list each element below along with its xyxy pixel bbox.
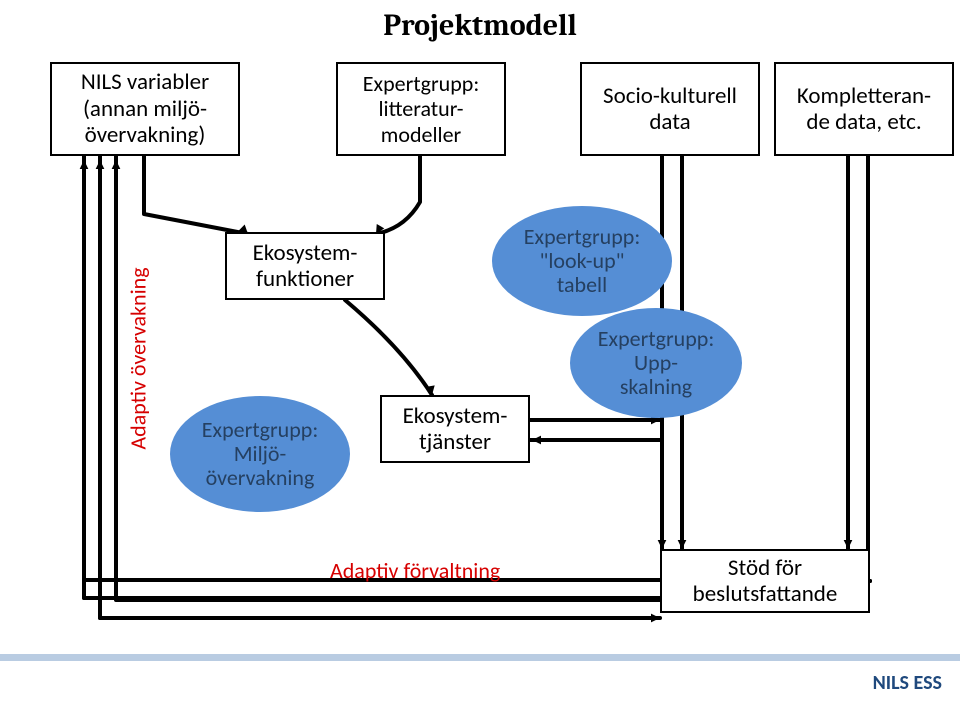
ellipse-lookup: Expertgrupp: "look-up" tabell <box>492 206 672 316</box>
box-nils: NILS variabler (annan miljö- övervakning… <box>50 62 240 156</box>
box-stod-l1: Stöd för <box>728 555 802 581</box>
ellipse-miljo-l1: Expertgrupp: <box>202 418 318 442</box>
ellipse-lookup-l1: Expertgrupp: <box>524 225 640 249</box>
ellipse-uppsk-l3: skalning <box>620 375 692 399</box>
box-nils-l1: NILS variabler <box>81 69 209 95</box>
box-ekofunk-l1: Ekosystem- <box>253 240 358 266</box>
page-title: Projektmodell <box>0 8 960 43</box>
adaptiv-forvaltning-text: Adaptiv förvaltning <box>330 557 500 584</box>
label-adaptiv-overvakning: Adaptiv övervakning <box>125 259 152 459</box>
footer-brand: NILS ESS <box>873 671 942 695</box>
box-nils-l3: övervakning) <box>85 122 206 148</box>
ellipse-miljo-l2: Miljö- <box>234 442 287 466</box>
box-stod-l2: beslutsfattande <box>693 581 838 607</box>
box-ekosystemtjanster: Ekosystem- tjänster <box>380 395 530 463</box>
box-kompl-l2: de data, etc. <box>806 109 921 135</box>
box-ekotjan-l1: Ekosystem- <box>403 403 508 429</box>
box-litt-l3: modeller <box>381 122 461 147</box>
box-socio-l2: data <box>649 109 690 135</box>
ellipse-miljo-l3: övervakning <box>206 466 315 490</box>
box-stod: Stöd för beslutsfattande <box>660 549 870 613</box>
box-ekotjan-l2: tjänster <box>419 429 491 455</box>
box-kompletterande: Kompletteran- de data, etc. <box>774 62 954 156</box>
box-ekofunk-l2: funktioner <box>256 266 354 292</box>
box-litt-l1: Expertgrupp: <box>363 71 479 96</box>
ellipse-uppsk-l1: Expertgrupp: <box>598 327 714 351</box>
box-socio-l1: Socio-kulturell <box>603 83 737 109</box>
ellipse-miljo: Expertgrupp: Miljö- övervakning <box>170 396 350 512</box>
box-socio: Socio-kulturell data <box>580 62 760 156</box>
ellipse-uppsk-l2: Upp- <box>634 351 678 375</box>
box-nils-l2: (annan miljö- <box>83 96 207 122</box>
footer-brand-text: NILS ESS <box>873 671 942 695</box>
box-kompl-l1: Kompletteran- <box>797 83 931 109</box>
ellipse-uppskalning: Expertgrupp: Upp- skalning <box>570 308 742 418</box>
title-text: Projektmodell <box>383 8 577 43</box>
box-litteratur: Expertgrupp: litteratur- modeller <box>336 62 506 156</box>
box-ekosystemfunktioner: Ekosystem- funktioner <box>225 232 385 300</box>
footer-bar <box>0 654 960 661</box>
ellipse-lookup-l3: tabell <box>557 273 607 297</box>
ellipse-lookup-l2: "look-up" <box>540 249 625 273</box>
box-litt-l2: litteratur- <box>378 96 463 121</box>
label-adaptiv-forvaltning: Adaptiv förvaltning <box>330 557 500 584</box>
vlabel-text: Adaptiv övervakning <box>125 267 152 449</box>
